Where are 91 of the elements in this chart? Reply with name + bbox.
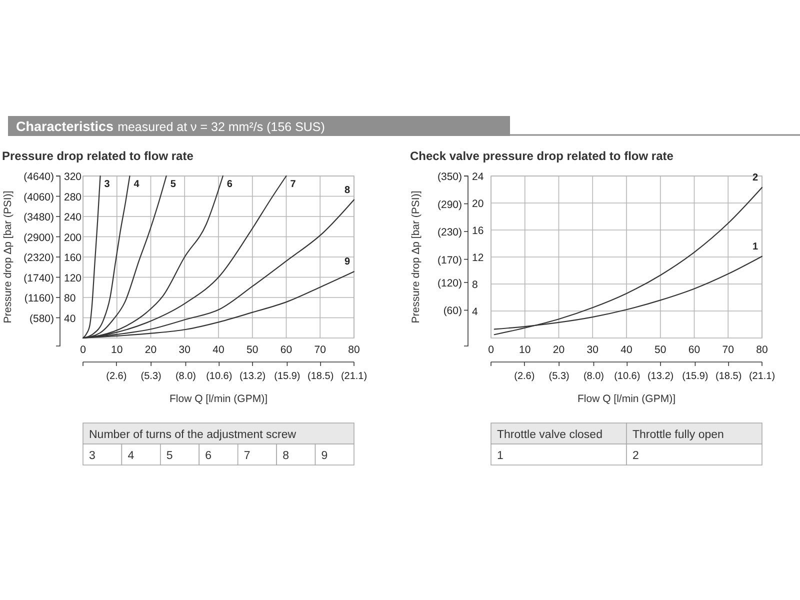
x2-tick-label: (8.0) bbox=[175, 371, 196, 382]
y2-tick-label: (350) bbox=[437, 171, 462, 183]
y2-tick-label: (2320) bbox=[24, 252, 54, 264]
x-tick-label: 70 bbox=[722, 344, 734, 356]
series-label: 7 bbox=[290, 179, 296, 190]
text: 2 bbox=[632, 450, 639, 462]
x2-tick-label: (10.6) bbox=[614, 371, 640, 382]
x-tick-label: 40 bbox=[620, 344, 632, 356]
text: 6 bbox=[205, 450, 212, 462]
x-tick-label: 80 bbox=[348, 344, 360, 356]
series-label: 8 bbox=[344, 184, 350, 196]
y-tick-label: 200 bbox=[64, 232, 82, 244]
y2-tick-label: (4640) bbox=[24, 171, 54, 183]
text: 9 bbox=[321, 450, 328, 462]
y-tick-label: 280 bbox=[64, 191, 82, 204]
y2-tick-label: (290) bbox=[437, 198, 462, 211]
y2-tick-label: (1740) bbox=[24, 272, 54, 284]
text: 1 bbox=[497, 450, 504, 462]
x-tick-label: 60 bbox=[280, 344, 292, 356]
x2-tick-label: (13.2) bbox=[239, 371, 266, 382]
x2-tick-label: (10.6) bbox=[206, 371, 232, 382]
x-tick-label: 50 bbox=[246, 344, 258, 356]
y2-tick-label: (60) bbox=[443, 305, 462, 318]
y2-tick-label: (2900) bbox=[24, 232, 54, 244]
y-tick-label: 16 bbox=[472, 225, 484, 237]
text: 5 bbox=[166, 450, 173, 462]
series-label: 2 bbox=[752, 172, 758, 184]
x-tick-label: 20 bbox=[144, 344, 157, 356]
y2-tick-label: (4060) bbox=[24, 191, 54, 204]
text: Throttle fully open bbox=[632, 429, 724, 441]
y-tick-label: 320 bbox=[64, 171, 82, 183]
x-axis-title: Flow Q [l/min (GPM)] bbox=[169, 393, 268, 405]
x2-tick-label: (5.3) bbox=[548, 371, 570, 382]
x-tick-label: 10 bbox=[519, 344, 531, 356]
y2-tick-label: (230) bbox=[437, 226, 462, 239]
y-tick-label: 160 bbox=[64, 252, 82, 264]
y2-tick-label: (120) bbox=[437, 277, 462, 290]
y2-tick-label: (1160) bbox=[24, 292, 54, 304]
x2-tick-label: (5.3) bbox=[140, 371, 162, 382]
x-tick-label: 80 bbox=[756, 344, 768, 356]
chart-title: Pressure drop related to flow rate bbox=[2, 149, 194, 163]
y-tick-label: 24 bbox=[472, 171, 484, 183]
x2-tick-label: (15.9) bbox=[274, 371, 300, 382]
x-tick-label: 70 bbox=[314, 344, 326, 356]
series-label: 1 bbox=[752, 241, 758, 252]
x2-tick-label: (21.1) bbox=[340, 371, 368, 382]
text: Throttle valve closed bbox=[497, 429, 602, 441]
x-tick-label: 60 bbox=[688, 344, 700, 356]
y2-tick-label: (580) bbox=[29, 312, 54, 325]
text: 4 bbox=[128, 450, 134, 462]
y2-axis-title: Pressure drop Δp [bar (PSI)] bbox=[410, 190, 422, 324]
series-label: 9 bbox=[344, 256, 350, 268]
x2-tick-label: (18.5) bbox=[308, 371, 334, 382]
y2-tick-label: (170) bbox=[437, 254, 462, 266]
series-label: 6 bbox=[226, 179, 233, 190]
chart-title: Check valve pressure drop related to flow rate bbox=[410, 149, 674, 163]
text: measured at ν = 32 mm²/s (156 SUS) bbox=[118, 120, 325, 134]
y2-tick-label: (3480) bbox=[24, 212, 54, 224]
text: Characteristics bbox=[16, 119, 114, 134]
x-tick-label: 40 bbox=[212, 344, 224, 356]
text: 7 bbox=[244, 450, 250, 462]
y-tick-label: 120 bbox=[64, 272, 82, 284]
x-tick-label: 30 bbox=[178, 344, 191, 356]
series-label: 3 bbox=[104, 179, 110, 190]
y-tick-label: 240 bbox=[64, 212, 82, 224]
x-tick-label: 30 bbox=[586, 344, 599, 356]
x-tick-label: 50 bbox=[654, 344, 666, 356]
x2-tick-label: (18.5) bbox=[716, 371, 742, 382]
x-axis-title: Flow Q [l/min (GPM)] bbox=[577, 393, 676, 405]
y2-axis-title: Pressure drop Δp [bar (PSI)] bbox=[2, 190, 14, 324]
text: 3 bbox=[89, 450, 96, 462]
x2-tick-label: (8.0) bbox=[583, 371, 604, 382]
x2-tick-label: (13.2) bbox=[647, 371, 674, 382]
x-tick-label: 10 bbox=[111, 344, 123, 356]
x-tick-label: 0 bbox=[80, 344, 86, 356]
y-tick-label: 40 bbox=[64, 312, 76, 325]
text: 8 bbox=[282, 450, 289, 462]
y-tick-label: 80 bbox=[64, 292, 76, 304]
x-tick-label: 0 bbox=[488, 344, 494, 356]
y-tick-label: 4 bbox=[472, 306, 478, 318]
y-tick-label: 20 bbox=[472, 198, 484, 210]
x2-tick-label: (2.6) bbox=[514, 371, 535, 382]
y-tick-label: 12 bbox=[472, 252, 484, 264]
x-tick-label: 20 bbox=[552, 344, 565, 356]
y-tick-label: 8 bbox=[472, 279, 478, 291]
series-label: 5 bbox=[170, 179, 176, 190]
series-label: 4 bbox=[134, 179, 140, 190]
x2-tick-label: (2.6) bbox=[106, 371, 127, 382]
x2-tick-label: (15.9) bbox=[682, 371, 708, 382]
x2-tick-label: (21.1) bbox=[748, 371, 776, 382]
legend-title: Number of turns of the adjustment screw bbox=[89, 429, 297, 441]
